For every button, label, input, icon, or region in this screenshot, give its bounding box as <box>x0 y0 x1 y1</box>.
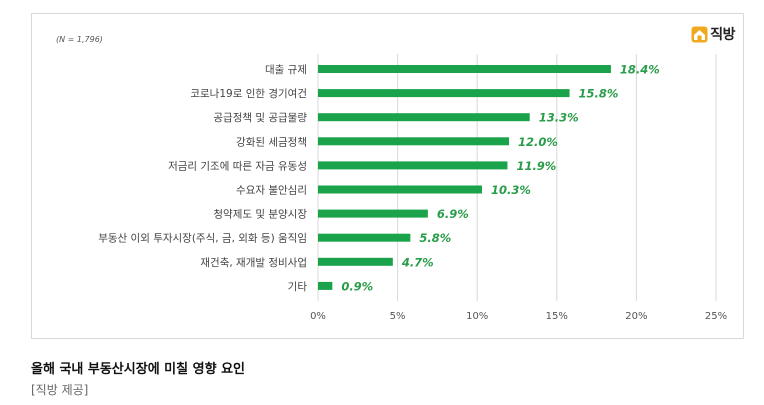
x-tick-label: 5% <box>390 311 406 322</box>
bar <box>318 185 482 194</box>
bar <box>318 161 508 170</box>
category-label: 부동산 이외 투자시장(주식, 금, 외화 등) 움직임 <box>98 232 307 245</box>
category-label: 수요자 불안심리 <box>236 185 307 197</box>
x-tick-label: 25% <box>705 311 727 322</box>
caption-source: [직방 제공] <box>31 383 89 397</box>
caption-title: 올해 국내 부동산시장에 미칠 영향 요인 <box>31 362 245 377</box>
data-label: 6.9% <box>437 207 469 221</box>
category-label: 강화된 세금정책 <box>236 136 307 148</box>
category-label: 청약제도 및 분양시장 <box>213 209 307 221</box>
data-label: 5.8% <box>419 231 451 245</box>
category-label: 저금리 기조에 따른 자금 유동성 <box>168 160 307 172</box>
bar <box>318 65 611 73</box>
sample-size-note: (N = 1,796) <box>56 35 103 44</box>
bar <box>318 257 393 266</box>
data-label: 18.4% <box>620 63 660 77</box>
logo-text: 직방 <box>710 27 735 43</box>
category-label: 대출 규제 <box>265 64 307 76</box>
bar <box>318 113 530 122</box>
bar <box>318 137 510 146</box>
category-label: 공급정책 및 공급물량 <box>213 112 307 124</box>
data-label: 10.3% <box>491 183 531 197</box>
bar-chart: 0% 5% 10% 15% 20% 25% 대출 규제 18.4% 코로나19로 인한 경기여건… <box>98 54 727 322</box>
data-label: 11.9% <box>516 159 556 173</box>
x-tick-label: 10% <box>466 311 488 322</box>
category-label: 기타 <box>288 281 308 293</box>
bar <box>318 89 570 98</box>
x-tick-label: 0% <box>310 311 326 322</box>
zigbang-logo: 직방 <box>691 24 735 44</box>
x-tick-label: 15% <box>546 311 568 322</box>
bar <box>318 281 333 290</box>
house-logo-icon <box>691 26 708 42</box>
data-label: 15.8% <box>579 87 619 101</box>
data-label: 12.0% <box>518 135 558 149</box>
bar <box>318 209 428 218</box>
data-label: 4.7% <box>401 255 434 269</box>
data-label: 0.9% <box>341 279 373 293</box>
chart-frame: (N = 1,796) 직방 0% 5% 10% 15% 20% 25% 대출 규제 18.4… <box>31 13 744 339</box>
x-tick-label: 20% <box>625 311 647 322</box>
category-label: 코로나19로 인한 경기여건 <box>190 87 307 100</box>
bar <box>318 233 411 242</box>
data-label: 13.3% <box>539 111 579 125</box>
category-label: 재건축, 재개발 정비사업 <box>200 256 307 269</box>
